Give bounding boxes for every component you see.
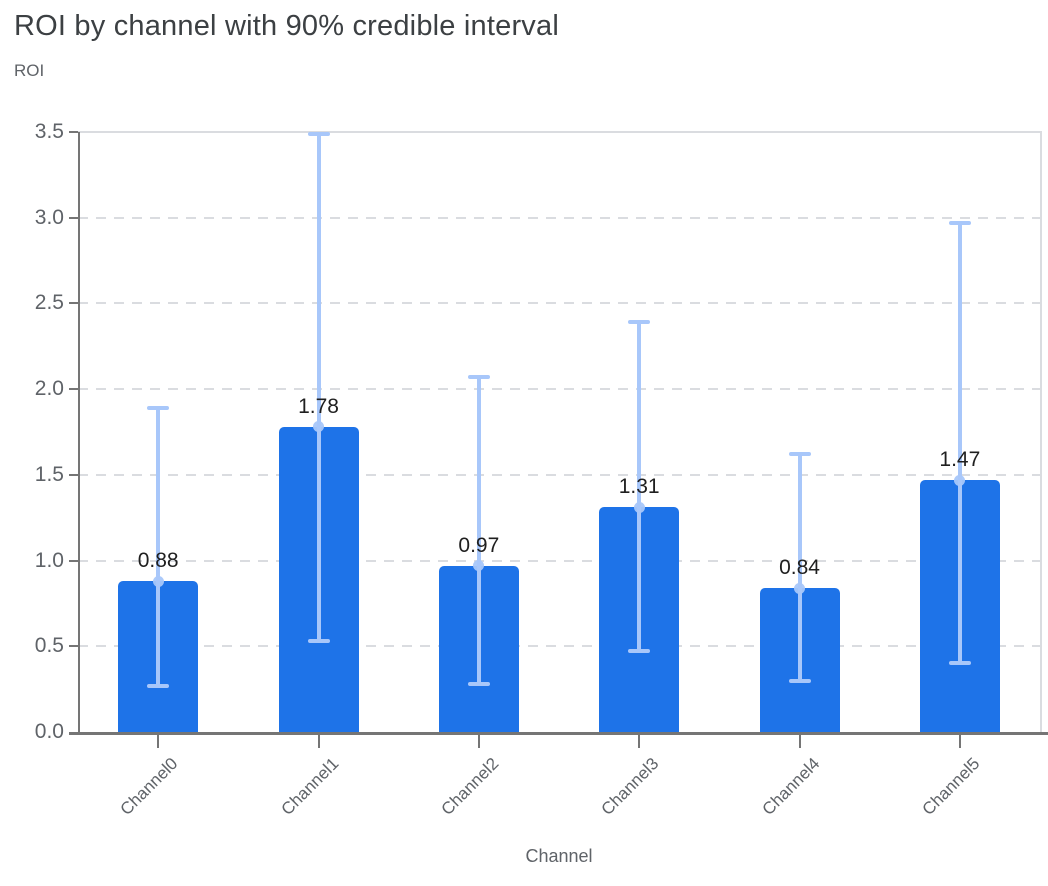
error-bar-line [316,133,321,642]
gridline [78,645,1040,648]
error-bar-line [957,222,962,664]
y-tick-label: 1.0 [34,548,64,572]
y-tick-label: 2.5 [34,291,64,315]
error-bar-cap-top [307,131,330,136]
y-tick-mark [69,645,78,648]
bar-value-label: 1.78 [298,394,339,418]
x-axis-title: Channel [525,846,593,866]
x-tick-mark [798,735,801,748]
bar-value-label: 0.88 [137,549,179,573]
error-bar-line [476,377,481,684]
y-tick-label: 0.0 [34,720,64,743]
plot-right-border [1040,132,1042,732]
x-tick-label: Channel4 [758,754,883,819]
error-bar-cap-top [467,375,490,380]
x-tick-label-text: Channel1 [277,754,342,819]
point-estimate-marker [313,421,324,433]
error-bar-cap-top [628,320,651,325]
error-bar-cap-bottom [467,682,490,686]
error-bar-cap-bottom [948,661,971,666]
gridline [78,473,1040,476]
error-bar-line [637,322,642,652]
y-tick-mark [69,302,78,305]
bar-value-label: 1.47 [939,448,981,471]
bar-value-label: 0.97 [458,533,500,557]
x-tick-label-text: Channel2 [437,754,503,819]
point-estimate-marker [794,582,805,594]
point-estimate-marker [954,474,966,486]
y-tick-mark [69,216,78,219]
gridline [78,302,1040,305]
error-bar-cap-top [788,452,811,457]
error-bar-cap-bottom [307,639,330,644]
error-bar-cap-top [147,406,170,410]
error-bar-cap-bottom [788,678,811,683]
x-tick-label: Channel5 [918,754,1043,819]
chart-title: ROI by channel with 90% credible interva… [14,10,559,42]
y-tick-label: 3.5 [34,120,64,143]
y-tick-mark [69,559,78,562]
bar-value-label: 1.31 [618,475,660,499]
y-tick-mark [69,388,78,391]
gridline [78,131,1042,133]
y-axis-line [78,132,80,732]
x-tick-label-text: Channel3 [597,754,663,819]
x-tick-mark [317,735,320,748]
gridline [78,388,1040,391]
x-tick-label-text: Channel5 [918,754,984,819]
x-tick-mark [477,735,480,748]
gridline [78,216,1040,219]
bar-value-label: 0.84 [779,556,820,579]
point-estimate-marker [473,560,485,572]
x-axis-line [69,732,1048,735]
point-estimate-marker [633,501,645,513]
y-axis-title: ROI [14,61,45,80]
y-tick-label: 1.5 [34,462,64,486]
x-tick-label: Channel0 [117,754,241,819]
x-tick-label: Channel2 [437,754,562,819]
error-bar-cap-bottom [628,649,651,654]
x-tick-mark [958,735,961,748]
gridline [78,559,1040,562]
y-tick-mark [69,473,78,476]
error-bar-line [797,454,802,681]
x-tick-label: Channel1 [277,754,402,819]
error-bar-cap-top [948,220,971,225]
x-tick-label-text: Channel4 [758,754,823,819]
y-tick-label: 3.0 [34,205,64,229]
x-tick-mark [638,735,641,748]
x-tick-mark [157,735,160,748]
y-tick-label: 2.0 [34,377,64,401]
y-tick-mark [69,131,78,133]
point-estimate-marker [152,575,164,587]
y-tick-label: 0.5 [34,634,64,658]
x-tick-label: Channel3 [598,754,722,819]
error-bar-line [156,408,161,686]
x-tick-label-text: Channel0 [116,754,182,819]
error-bar-cap-bottom [147,683,170,688]
